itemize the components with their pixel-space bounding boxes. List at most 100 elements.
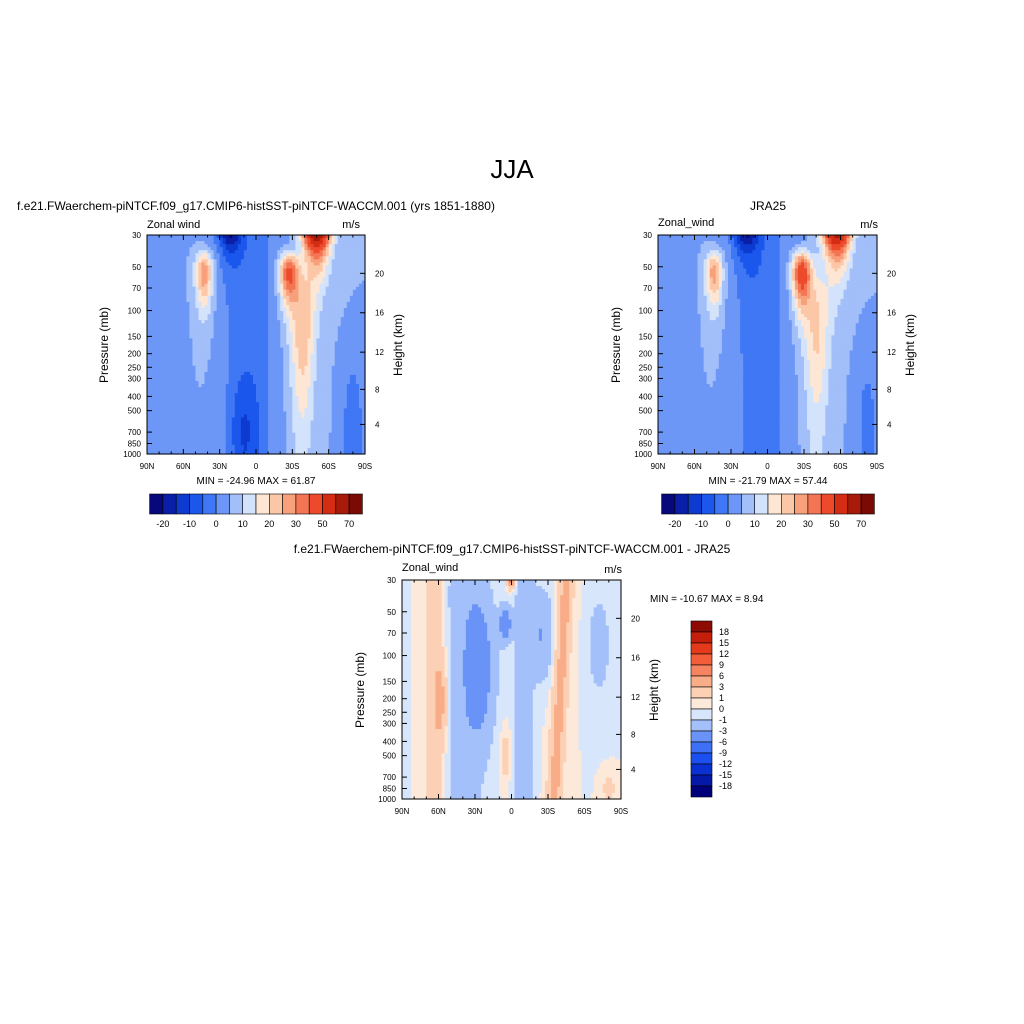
panel-model-cell: [292, 286, 296, 291]
panel-model-cell: [189, 277, 194, 282]
panel-model-cell: [213, 268, 218, 273]
panel-model-cell: [352, 265, 357, 270]
panel-model-cell: [280, 268, 284, 273]
panel-model-cell: [271, 253, 275, 257]
panel-model-cell: [168, 271, 172, 276]
panel-model-cell: [195, 286, 200, 291]
panel-model-cell: [249, 241, 254, 245]
panel-model-cell: [171, 253, 175, 257]
panel-model-cell: [304, 238, 309, 242]
panel-model-cell: [274, 241, 278, 245]
panel-model-cell: [222, 259, 227, 263]
panel-model-cell: [343, 265, 348, 270]
panel-model-cell: [150, 277, 154, 282]
panel-model-cell: [340, 268, 345, 273]
panel-model-cell: [210, 256, 215, 260]
panel-model-cell: [313, 271, 318, 276]
panel-model-cell: [289, 265, 293, 270]
panel-model-cell: [313, 247, 318, 251]
panel-model-cell: [168, 259, 172, 263]
panel-model-cell: [180, 265, 184, 270]
panel-model-cell: [334, 259, 339, 263]
panel-model-cell: [310, 277, 315, 282]
panel-model-cell: [219, 277, 224, 282]
panel-model-cell: [198, 286, 203, 291]
panel-model-cell: [325, 280, 330, 285]
panel-model-cell: [307, 271, 312, 276]
panel-model-cell: [240, 259, 245, 263]
panel-model-cell: [162, 277, 166, 282]
panel-model-cell: [159, 253, 163, 257]
panel-model-cell: [352, 277, 357, 282]
panel-model-cell: [325, 244, 330, 248]
panel-model-cell: [286, 283, 290, 288]
panel-model-cell: [313, 244, 318, 248]
panel-model-cell: [352, 244, 357, 248]
panel-model-cell: [201, 277, 206, 282]
panel-model-cell: [177, 262, 181, 267]
panel-model-cell: [189, 286, 194, 291]
panel-model-cell: [268, 256, 272, 260]
panel-model-cell: [207, 253, 212, 257]
panel-model-cell: [268, 277, 272, 282]
panel-model-cell: [319, 238, 324, 242]
panel-model-cell: [259, 277, 263, 282]
panel-model-cell: [246, 277, 251, 282]
panel-model-cell: [343, 283, 348, 288]
panel-model-cell: [198, 277, 203, 282]
panel-model-cell: [319, 271, 324, 276]
panel-model-cell: [246, 256, 251, 260]
panel-model-cell: [231, 271, 236, 276]
panel-model-cell: [219, 265, 224, 270]
panel-model-cell: [183, 238, 187, 242]
panel-model-cell: [168, 280, 172, 285]
panel-model-cell: [246, 259, 251, 263]
panel-model-cell: [334, 274, 339, 279]
panel-model-cell: [213, 235, 218, 239]
panel-model-cell: [234, 241, 239, 245]
panel-model-cell: [259, 244, 263, 248]
panel-model-cell: [219, 244, 224, 248]
panel-model-cell: [225, 262, 230, 267]
panel-model-cell: [313, 274, 318, 279]
panel-model-cell: [183, 262, 187, 267]
panel-model-cell: [159, 256, 163, 260]
panel-model-cell: [352, 259, 357, 263]
panel-model-cell: [274, 247, 278, 251]
panel-model-cell: [174, 277, 178, 282]
panel-model-cell: [171, 235, 175, 239]
panel-model-cell: [352, 271, 357, 276]
panel-model-cell: [177, 268, 181, 273]
panel-model-cell: [343, 268, 348, 273]
panel-model-cell: [292, 274, 296, 279]
panel-model-cell: [195, 241, 200, 245]
panel-model-cell: [162, 274, 166, 279]
panel-model-cell: [189, 265, 194, 270]
panel-model-cell: [259, 265, 263, 270]
panel-model-cell: [243, 238, 248, 242]
panel-model-cell: [283, 244, 287, 248]
panel-model-cell: [286, 280, 290, 285]
panel-model-cell: [180, 283, 184, 288]
panel-model-cell: [252, 259, 257, 263]
panel-model-cell: [219, 238, 224, 242]
panel-model-cell: [228, 271, 233, 276]
panel-model-cell: [259, 283, 263, 288]
panel-model-cell: [162, 268, 166, 273]
panel-model-cell: [259, 238, 263, 242]
panel-model-cell: [358, 286, 363, 291]
panel-model-cell: [249, 268, 254, 273]
panel-model-cell: [246, 235, 251, 239]
panel-model-cell: [153, 283, 157, 288]
panel-model-cell: [201, 253, 206, 257]
panel-model-cell: [262, 250, 266, 254]
panel-model-cell: [274, 235, 278, 239]
panel-model-cell: [292, 283, 296, 288]
panel-model-cell: [262, 283, 266, 288]
panel-model-cell: [271, 274, 275, 279]
panel-model-cell: [180, 256, 184, 260]
panel-model-cell: [346, 238, 351, 242]
panel-model-cell: [168, 238, 172, 242]
panel-model-cell: [213, 286, 218, 291]
panel-model-cell: [310, 280, 315, 285]
